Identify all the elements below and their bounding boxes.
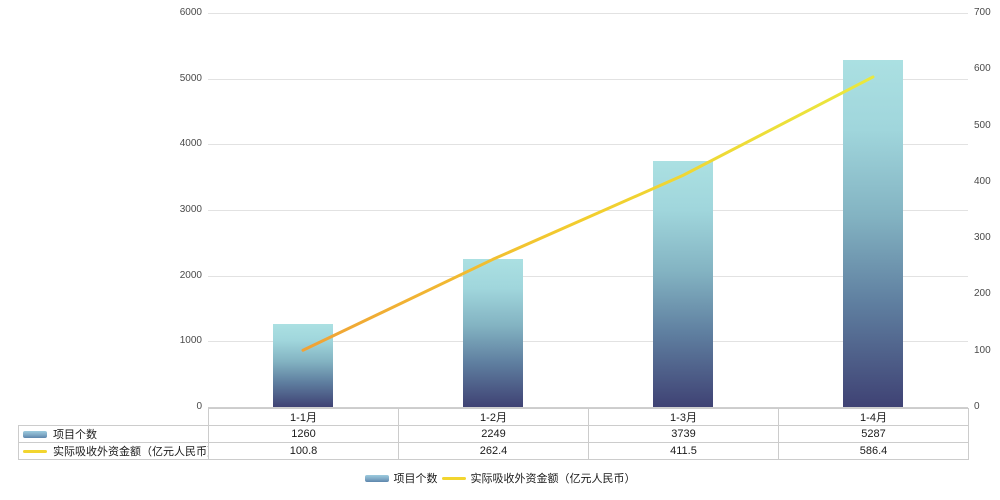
table-row-label-text: 项目个数 <box>53 429 97 441</box>
plot-area <box>208 13 968 408</box>
legend-item-label: 项目个数 <box>393 473 438 485</box>
bar-1-3月[interactable] <box>653 161 713 407</box>
right-axis-tick: 400 <box>974 175 991 187</box>
right-axis-tick: 100 <box>974 344 991 356</box>
table-header-cell: 1-1月 <box>208 408 399 426</box>
table-value-cell: 2249 <box>398 425 589 443</box>
right-axis-tick: 500 <box>974 119 991 131</box>
left-axis-tick: 2000 <box>179 269 202 281</box>
table-header-cell: 1-3月 <box>588 408 779 426</box>
table-value-cell: 3739 <box>588 425 779 443</box>
line-series[interactable] <box>301 75 875 352</box>
left-axis-tick: 1000 <box>179 335 202 347</box>
left-axis-tick: 4000 <box>179 138 202 150</box>
left-axis-tick: 5000 <box>179 72 202 84</box>
bar-1-1月[interactable] <box>273 324 333 407</box>
table-value-cell: 100.8 <box>208 442 399 460</box>
table-row-label: 实际吸收外资金额（亿元人民币） <box>18 442 209 460</box>
table-row-label-text: 实际吸收外资金额（亿元人民币） <box>53 446 209 458</box>
left-axis-tick: 6000 <box>179 7 202 18</box>
table-value-cell: 262.4 <box>398 442 589 460</box>
bar-1-2月[interactable] <box>463 259 523 407</box>
table-value-cell: 1260 <box>208 425 399 443</box>
data-table: 1-1月 1-2月 1-3月 1-4月项目个数 1260 2249 3739 5287 实际吸收… <box>18 408 969 460</box>
gridline <box>208 341 968 343</box>
gridline <box>208 144 968 146</box>
table-header-cell: 1-2月 <box>398 408 589 426</box>
right-axis-tick: 600 <box>974 63 991 75</box>
gridline <box>208 407 968 408</box>
gridline <box>208 78 968 80</box>
right-axis: 0 100 200 300 400 500 600 700 <box>974 0 1000 420</box>
left-axis-tick: 0 <box>196 401 202 412</box>
line-swatch-icon <box>441 476 466 480</box>
legend-item-label: 实际吸收外资金额（亿元人民币） <box>470 473 636 485</box>
table-value-cell: 5287 <box>778 425 969 443</box>
bar-1-4月[interactable] <box>843 59 903 407</box>
right-axis-tick: 700 <box>974 7 991 18</box>
right-axis-tick: 200 <box>974 288 991 300</box>
gridline <box>208 275 968 277</box>
legend-item-line[interactable]: 实际吸收外资金额（亿元人民币） <box>441 470 636 486</box>
gridline <box>208 210 968 211</box>
gridline <box>208 13 968 14</box>
right-axis-tick: 300 <box>974 232 991 244</box>
bar-swatch-icon <box>364 474 389 482</box>
table-value-cell: 586.4 <box>778 442 969 460</box>
left-axis-tick: 3000 <box>179 204 202 215</box>
line-swatch-icon <box>23 449 47 453</box>
legend-item-bars[interactable]: 项目个数 <box>364 470 438 486</box>
table-row-label: 项目个数 <box>18 425 209 443</box>
line-series-layer <box>301 75 875 352</box>
bar-swatch-icon <box>23 430 47 438</box>
left-axis: 0 1000 2000 3000 4000 5000 6000 <box>0 0 202 420</box>
table-value-cell: 411.5 <box>588 442 779 460</box>
legend: 项目个数 实际吸收外资金额（亿元人民币） <box>0 470 1000 486</box>
table-header-cell: 1-4月 <box>778 408 969 426</box>
right-axis-tick: 0 <box>974 401 980 412</box>
